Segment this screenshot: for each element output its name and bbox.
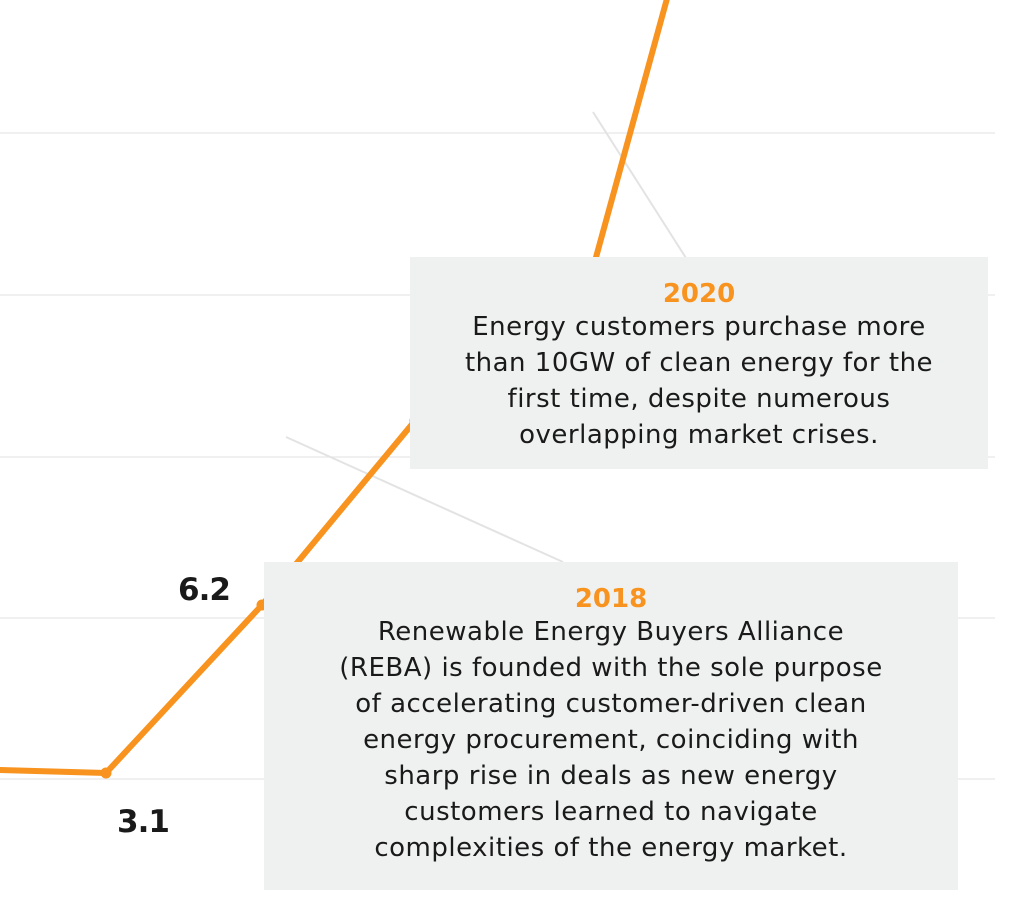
annotation-leader-2020 xyxy=(592,111,687,259)
annotation-callout-2020: 2020 Energy customers purchase more than… xyxy=(410,257,988,469)
annotation-text-line: of accelerating customer-driven clean xyxy=(355,689,867,719)
annotation-text-line: (REBA) is founded with the sole purpose xyxy=(339,653,883,683)
annotation-year: 2020 xyxy=(662,279,736,309)
data-point xyxy=(100,767,112,779)
annotation-callout-2018: 2018 Renewable Energy Buyers Alliance (R… xyxy=(264,562,958,890)
annotation-text-line: customers learned to navigate xyxy=(404,797,818,827)
annotation-leaders xyxy=(285,111,687,563)
annotation-text-line: sharp rise in deals as new energy xyxy=(384,761,838,791)
annotation-text-line: than 10GW of clean energy for the xyxy=(464,348,934,378)
annotation-text-line: first time, despite numerous xyxy=(507,384,891,414)
annotation-text-line: Renewable Energy Buyers Alliance xyxy=(377,617,845,647)
annotation-text-line: Energy customers purchase more xyxy=(472,312,926,342)
annotation-text-line: overlapping market crises. xyxy=(519,420,879,450)
data-label: 6.2 xyxy=(178,572,230,608)
annotation-leader-2018 xyxy=(285,436,564,563)
data-label: 3.1 xyxy=(117,804,169,840)
annotation-text-line: complexities of the energy market. xyxy=(374,833,848,863)
annotation-text-line: energy procurement, coinciding with xyxy=(363,725,859,755)
annotation-year: 2018 xyxy=(574,584,648,614)
